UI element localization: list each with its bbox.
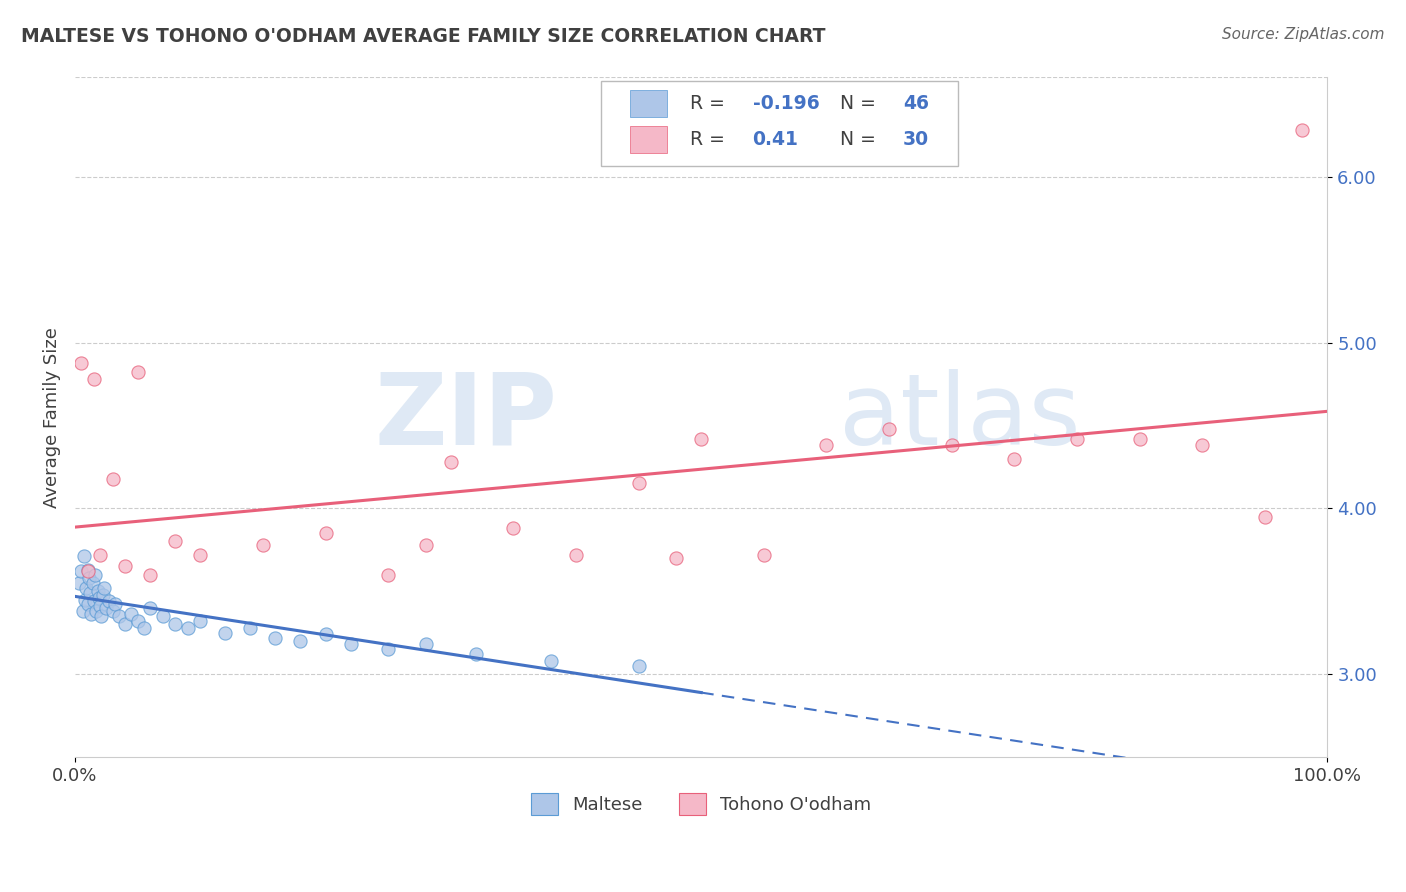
Point (502, 521, 524, 535)
Point (70, 565, 93, 579)
Point (77, 571, 100, 585)
Point (93, 581, 115, 595)
Point (339, 637, 361, 651)
Point (415, 538, 437, 552)
Point (86, 584, 108, 599)
Point (165, 534, 187, 549)
Point (627, 476, 650, 491)
Point (239, 621, 262, 635)
Point (315, 526, 337, 541)
Point (752, 548, 775, 562)
Bar (630, 90, 668, 117)
Point (83, 372, 105, 386)
Point (188, 548, 211, 562)
Point (101, 471, 124, 485)
Point (1002, 451, 1025, 466)
Point (1191, 438, 1213, 452)
Text: Source: ZipAtlas.com: Source: ZipAtlas.com (1222, 27, 1385, 42)
Point (114, 617, 136, 632)
Point (96, 600, 118, 615)
Point (91, 588, 114, 602)
Point (89, 599, 111, 614)
Point (127, 614, 149, 628)
Point (84, 604, 107, 618)
Point (377, 642, 399, 657)
Point (132, 621, 155, 635)
Point (139, 600, 162, 615)
Point (665, 551, 688, 566)
Point (84, 567, 107, 582)
Point (815, 438, 838, 452)
Point (76, 598, 98, 612)
Text: -0.196: -0.196 (752, 94, 820, 113)
Point (82, 576, 104, 591)
Point (89, 548, 111, 562)
Point (76, 565, 98, 579)
Point (415, 637, 437, 651)
Point (114, 559, 136, 574)
Text: N =: N = (841, 130, 882, 149)
Point (877, 422, 900, 436)
Point (120, 607, 142, 622)
Point (83, 594, 105, 608)
Point (127, 366, 149, 380)
Point (79, 586, 101, 600)
Point (67, 576, 90, 591)
Point (70, 355, 93, 369)
Point (90, 609, 112, 624)
Text: 0.41: 0.41 (752, 130, 799, 149)
Point (1066, 432, 1088, 446)
Point (80, 607, 103, 622)
Point (1291, 123, 1313, 137)
FancyBboxPatch shape (600, 81, 957, 166)
Point (165, 617, 187, 632)
Bar (630, 126, 668, 153)
Point (152, 609, 174, 624)
Point (1129, 432, 1152, 446)
Text: 46: 46 (903, 94, 929, 113)
Point (108, 609, 131, 624)
Point (690, 432, 713, 446)
Point (627, 658, 650, 673)
Text: 30: 30 (903, 130, 929, 149)
Point (73, 549, 96, 564)
Text: R =: R = (690, 130, 737, 149)
Legend: Maltese, Tohono O'odham: Maltese, Tohono O'odham (523, 786, 879, 822)
Point (177, 621, 200, 635)
Point (264, 631, 287, 645)
Text: atlas: atlas (839, 368, 1081, 466)
Text: MALTESE VS TOHONO O'ODHAM AVERAGE FAMILY SIZE CORRELATION CHART: MALTESE VS TOHONO O'ODHAM AVERAGE FAMILY… (21, 27, 825, 45)
Point (290, 634, 312, 648)
Point (941, 438, 963, 452)
Point (440, 455, 463, 469)
Text: N =: N = (841, 94, 882, 113)
Point (75, 581, 97, 595)
Point (139, 567, 162, 582)
Text: ZIP: ZIP (374, 368, 557, 466)
Y-axis label: Average Family Size: Average Family Size (44, 326, 60, 508)
Point (87, 591, 110, 605)
Text: R =: R = (690, 94, 731, 113)
Point (72, 604, 94, 618)
Point (73, 592, 96, 607)
Point (1254, 509, 1277, 524)
Point (565, 548, 588, 562)
Point (377, 567, 399, 582)
Point (214, 625, 236, 640)
Point (252, 538, 274, 552)
Point (464, 647, 486, 661)
Point (97, 594, 120, 608)
Point (76, 563, 98, 577)
Point (315, 627, 337, 641)
Point (540, 654, 562, 668)
Point (188, 614, 211, 628)
Point (101, 604, 124, 618)
Point (104, 598, 127, 612)
